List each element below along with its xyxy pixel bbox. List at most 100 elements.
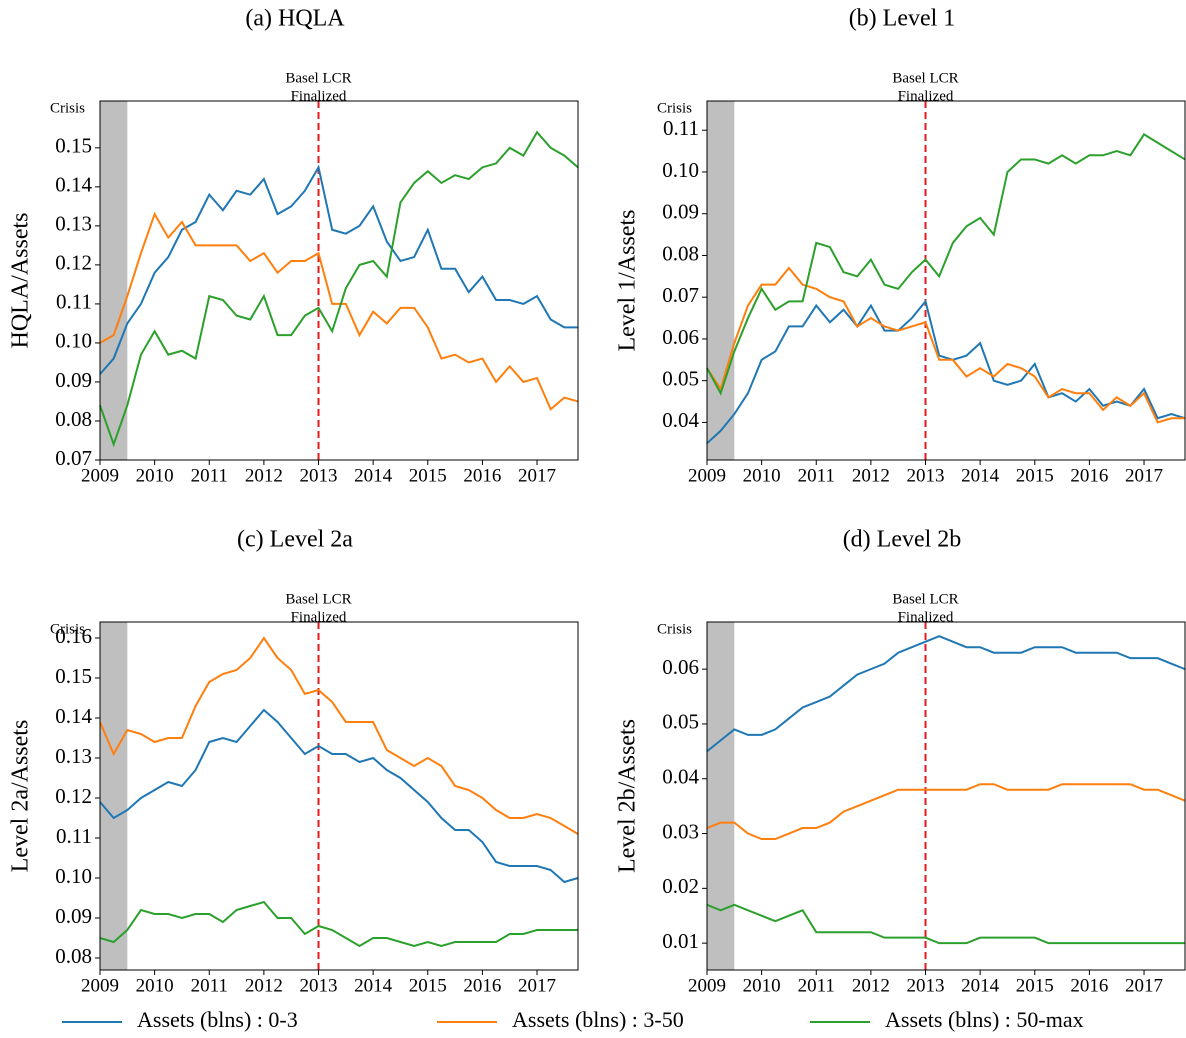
crisis-label: Crisis xyxy=(657,100,692,116)
event-label: Finalized xyxy=(291,88,347,104)
x-tick-label: 2010 xyxy=(136,465,174,486)
y-tick-label: 0.04 xyxy=(662,765,699,789)
x-tick-label: 2011 xyxy=(798,465,835,486)
crisis-label: Crisis xyxy=(657,621,692,637)
legend-label: Assets (blns) : 3-50 xyxy=(512,1007,684,1032)
y-axis-label: Level 1/Assets xyxy=(615,210,641,352)
event-label: Basel LCR xyxy=(285,70,351,86)
y-tick-label: 0.14 xyxy=(55,704,92,728)
series-line xyxy=(706,299,1186,445)
x-tick-label: 2011 xyxy=(191,465,228,486)
x-tick-label: 2013 xyxy=(907,975,945,996)
series-line xyxy=(99,708,579,884)
crisis-shade xyxy=(100,101,128,460)
y-axis-label: Level 2a/Assets xyxy=(8,720,34,873)
x-tick-label: 2009 xyxy=(81,465,119,486)
y-tick-label: 0.07 xyxy=(662,283,699,307)
series-line xyxy=(706,783,1186,841)
panel-title: (c) Level 2a xyxy=(237,527,353,553)
x-tick-label: 2009 xyxy=(688,975,726,996)
x-tick-label: 2010 xyxy=(743,975,781,996)
y-tick-label: 0.13 xyxy=(55,212,92,236)
panel-title: (a) HQLA xyxy=(245,6,345,32)
x-tick-label: 2015 xyxy=(409,465,447,486)
series-line xyxy=(706,635,1186,753)
y-tick-label: 0.08 xyxy=(55,407,92,431)
y-tick-label: 0.08 xyxy=(55,944,92,968)
crisis-shade xyxy=(707,101,735,460)
event-label: Finalized xyxy=(291,609,347,625)
y-tick-label: 0.03 xyxy=(662,819,699,843)
y-tick-label: 0.12 xyxy=(55,251,92,275)
y-tick-label: 0.05 xyxy=(662,366,699,390)
y-tick-label: 0.11 xyxy=(56,824,92,848)
y-tick-label: 0.11 xyxy=(663,116,699,140)
x-tick-label: 2017 xyxy=(518,465,556,486)
x-tick-label: 2013 xyxy=(300,465,338,486)
y-tick-label: 0.10 xyxy=(55,329,92,353)
plot-frame xyxy=(706,100,1186,461)
y-tick-label: 0.05 xyxy=(662,710,699,734)
event-label: Finalized xyxy=(898,88,954,104)
x-tick-label: 2015 xyxy=(1016,975,1054,996)
x-tick-label: 2016 xyxy=(463,465,501,486)
event-label: Finalized xyxy=(898,609,954,625)
x-tick-label: 2016 xyxy=(1070,465,1108,486)
x-tick-label: 2011 xyxy=(191,975,228,996)
x-tick-label: 2016 xyxy=(463,975,501,996)
x-tick-label: 2013 xyxy=(300,975,338,996)
y-tick-label: 0.16 xyxy=(55,624,92,648)
y-tick-label: 0.10 xyxy=(55,864,92,888)
x-tick-label: 2011 xyxy=(798,975,835,996)
x-tick-label: 2012 xyxy=(852,975,890,996)
x-tick-label: 2012 xyxy=(245,975,283,996)
x-tick-label: 2015 xyxy=(1016,465,1054,486)
y-tick-label: 0.15 xyxy=(55,134,92,158)
y-tick-label: 0.06 xyxy=(662,655,699,679)
y-tick-label: 0.09 xyxy=(55,904,92,928)
y-tick-label: 0.14 xyxy=(55,173,92,197)
series-line xyxy=(99,900,578,948)
x-tick-label: 2016 xyxy=(1070,975,1108,996)
x-tick-label: 2014 xyxy=(354,465,393,486)
y-tick-label: 0.13 xyxy=(55,744,92,768)
legend-label: Assets (blns) : 0-3 xyxy=(137,1007,298,1032)
crisis-label: Crisis xyxy=(50,621,85,637)
y-axis-label: HQLA/Assets xyxy=(8,213,34,349)
plot-frame xyxy=(99,100,579,461)
series-line xyxy=(99,636,579,835)
y-tick-label: 0.11 xyxy=(56,290,92,314)
x-tick-label: 2012 xyxy=(852,465,890,486)
legend-label: Assets (blns) : 50-max xyxy=(885,1007,1084,1032)
x-tick-label: 2017 xyxy=(1125,975,1163,996)
x-tick-label: 2010 xyxy=(136,975,174,996)
x-tick-label: 2013 xyxy=(907,465,945,486)
y-tick-label: 0.10 xyxy=(662,158,699,182)
event-label: Basel LCR xyxy=(892,70,958,86)
crisis-shade xyxy=(707,622,735,970)
series-line xyxy=(706,903,1185,945)
y-tick-label: 0.07 xyxy=(55,446,92,470)
event-label: Basel LCR xyxy=(892,591,958,607)
crisis-shade xyxy=(100,622,128,970)
y-tick-label: 0.04 xyxy=(662,408,699,432)
y-tick-label: 0.15 xyxy=(55,664,92,688)
series-line xyxy=(706,133,1186,396)
panel-title: (d) Level 2b xyxy=(843,527,962,553)
x-tick-label: 2017 xyxy=(518,975,556,996)
plot-frame xyxy=(706,621,1186,971)
y-tick-label: 0.09 xyxy=(55,368,92,392)
x-tick-label: 2012 xyxy=(245,465,283,486)
y-tick-label: 0.09 xyxy=(662,200,699,224)
series-line xyxy=(99,211,579,411)
y-tick-label: 0.06 xyxy=(662,325,699,349)
series-line xyxy=(99,164,578,375)
x-tick-label: 2017 xyxy=(1125,465,1163,486)
x-tick-label: 2010 xyxy=(743,465,781,486)
x-tick-label: 2014 xyxy=(354,975,393,996)
y-tick-label: 0.02 xyxy=(662,874,699,898)
panel-title: (b) Level 1 xyxy=(849,6,956,32)
x-tick-label: 2015 xyxy=(409,975,447,996)
